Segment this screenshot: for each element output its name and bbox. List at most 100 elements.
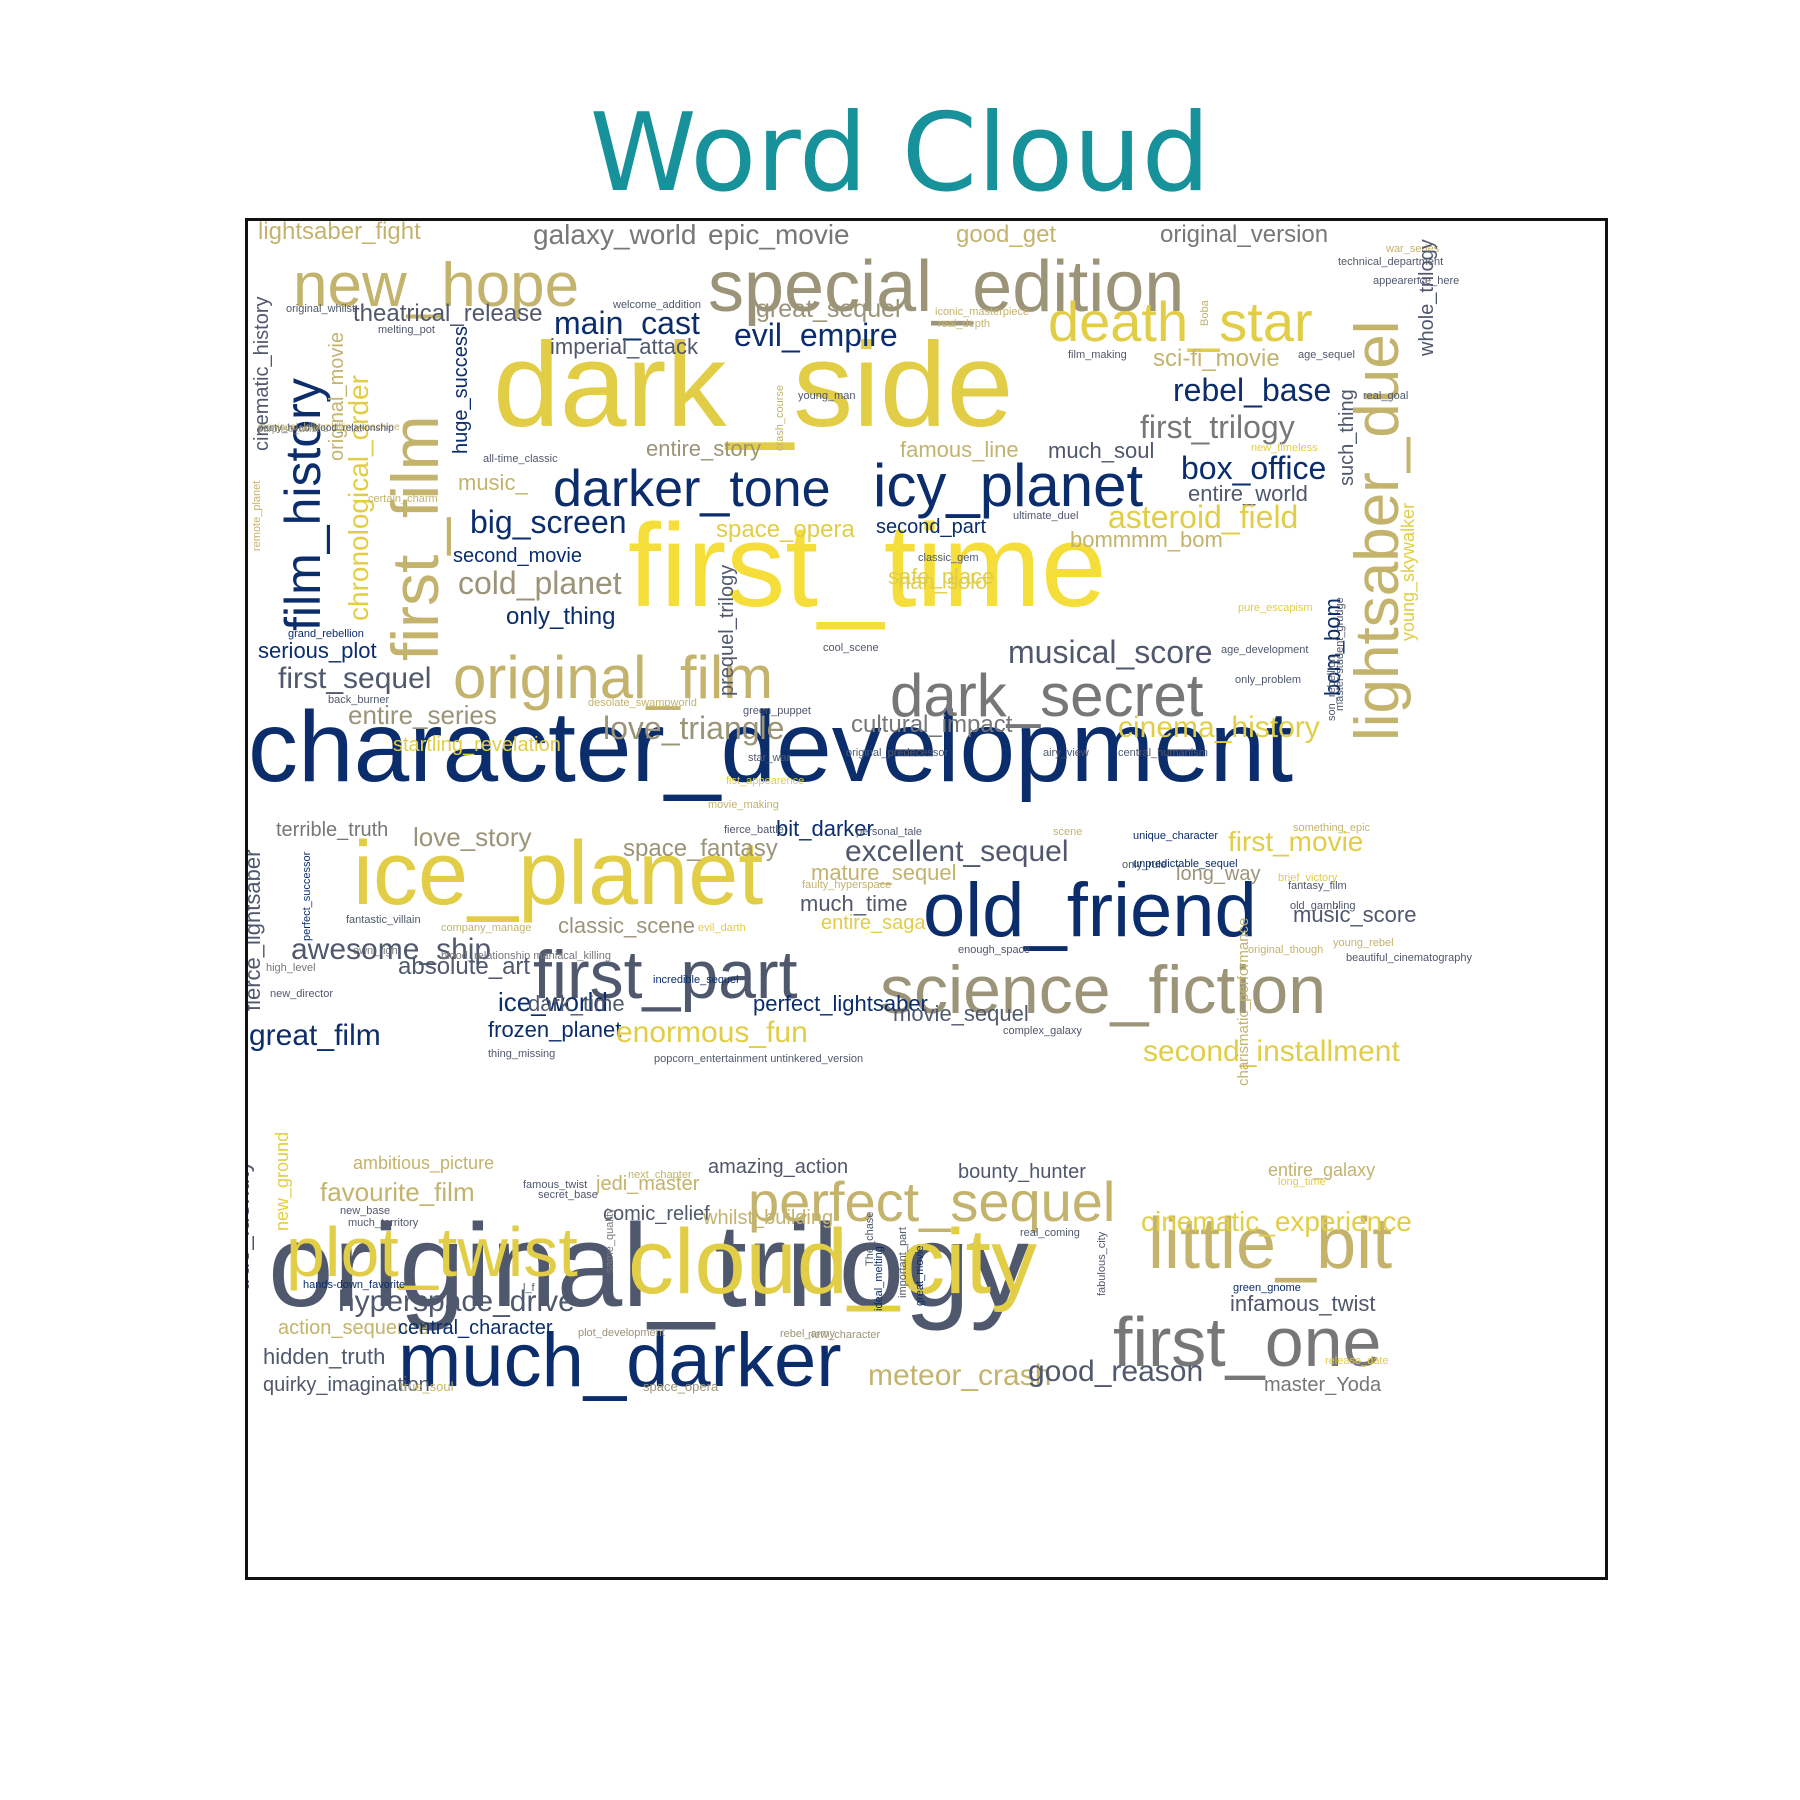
word-original-whilst: original_whilst (286, 303, 355, 315)
word-asteroid-field: asteroid_field (1108, 499, 1298, 535)
word-faulty-hyperspace: faulty_hyperspace (802, 879, 891, 891)
word-space-opera: space_opera (643, 1379, 719, 1394)
word-first-time: first_time (628, 500, 1107, 632)
word-remote-planet: remote_planet (251, 481, 263, 551)
word-grand-rebellion: grand_rebellion (288, 628, 364, 640)
word-old-gambling: old_gambling (1290, 900, 1355, 912)
word-original-film: original_film (453, 644, 773, 711)
word-central-character: central_character (398, 1317, 553, 1339)
word-han-solo: han_solo (898, 569, 987, 594)
word-plot-development: plot_development (578, 1327, 665, 1339)
word-enough-space: enough_space (958, 944, 1030, 956)
word-rebel-army: rebel_army (780, 1328, 836, 1340)
word-music-score: music_score (1293, 902, 1416, 927)
word-boba: Boba (1199, 299, 1211, 326)
word-bommmm-bom: bommmm_bom (1070, 527, 1223, 552)
word-favourite-film: favourite_film (320, 1177, 475, 1207)
word-such-thing: such_thing (1336, 389, 1358, 486)
word-cold-planet: cold_planet (458, 565, 622, 601)
word-mature-sequel: mature_sequel (811, 860, 957, 885)
word-excellent-sequel: excellent_sequel (845, 835, 1069, 868)
word-fantasy-film: fantasy_film (1288, 880, 1347, 892)
word-theatrical-release: theatrical_release (353, 300, 542, 327)
word-back-burner: back_burner (328, 694, 389, 706)
word-iconic-masterpiece: iconic_masterpiece (935, 306, 1029, 318)
word-fantastic-villain: fantastic_villain (346, 914, 421, 926)
word-science-fiction: science_fiction (880, 952, 1326, 1028)
word-evil-darth: evil_darth (698, 922, 746, 934)
word-new-character: new_character (808, 1329, 880, 1341)
word-company-manage: company_manage (441, 922, 532, 934)
word-bit-darker: bit_darker (776, 816, 874, 841)
word-quirky-imagination: quirky_imagination (263, 1374, 430, 1396)
word-space-opera: space_opera (716, 516, 855, 543)
word-first-trilogy: first_trilogy (1140, 409, 1295, 445)
word-hyperspace-drive: hyperspace_drive (338, 1285, 575, 1318)
word-music-: music_ (458, 470, 528, 495)
word-safe-place: safe_place (888, 564, 994, 589)
word-unpredictable-sequel: unpredictable_sequel (1133, 858, 1238, 870)
word-green-gnome: green_gnome (1233, 1282, 1301, 1294)
word-young-rebel: young_rebel (1333, 937, 1394, 949)
word-serious-plot: serious_plot (258, 638, 377, 663)
word-hidden-truth: hidden_truth (263, 1344, 385, 1369)
word-dark-secret: dark_secret (890, 662, 1204, 729)
word-cinematic-history: cinematic_history (251, 296, 273, 451)
word-ideal-melting: ideal_melting (873, 1246, 885, 1311)
word-much-time: much_time (800, 891, 908, 916)
word-imperial-attack: imperial_attack (550, 334, 699, 359)
word-chronological-order: chronological_order (343, 375, 374, 621)
word-amazing-action: amazing_action (708, 1156, 848, 1178)
word-age-sequel: age_sequel (1298, 349, 1355, 361)
word-cloud-city: cloud_city (628, 1211, 1037, 1313)
word-release-date: release_date (1325, 1355, 1389, 1367)
word-evil-empire: evil_empire (734, 317, 898, 353)
word-galaxy-world: galaxy_world (533, 221, 696, 250)
word-terrible-truth: terrible_truth (276, 819, 388, 841)
word-original-movie: original_movie (326, 332, 348, 461)
word-technical-department: technical_department (1338, 256, 1443, 268)
word-young-man: young_man (798, 390, 856, 402)
word-same-quality: same_quality (604, 1208, 616, 1273)
word-whole-trilogy: whole_trilogy (1416, 239, 1438, 357)
word-famous-line: famous_line (900, 437, 1019, 462)
word-darker-tone: darker_tone (553, 460, 831, 518)
word-new-ground: new_ground (272, 1132, 293, 1231)
word-unique-character: unique_character (1133, 830, 1218, 842)
word-meteor-crash: meteor_crash (868, 1359, 1051, 1392)
word-entire-story: entire_story (646, 436, 761, 461)
word-special-edition: special_edition (708, 247, 1184, 327)
word-ultimate-duel: ultimate_duel (1013, 510, 1078, 522)
word-much-territory: much_territory (348, 1217, 419, 1229)
word-pasty-head-blood-relationship: pasty_head blood_relationship (258, 423, 394, 434)
word-own-right: own_right (353, 945, 401, 957)
word-jedi-master: jedi_master (595, 1173, 700, 1195)
word-main-cast: main_cast (554, 305, 700, 341)
word-something-epic: something_epic (1293, 822, 1371, 834)
word-cinema-history: cinema_history (1118, 711, 1320, 744)
word-box-office: box_office (1181, 450, 1326, 486)
word-cloud-frame: original_trilogy character_development fir… (245, 218, 1608, 1580)
word-love-triangle: love_triangle (603, 710, 784, 746)
word-secret-base: secret_base (538, 1189, 598, 1201)
word-true-identity: true_identity (248, 1160, 255, 1291)
word-original-predecessor: original_predecessor (846, 747, 948, 759)
word-comic-relief: comic_relief (603, 1203, 710, 1225)
word-surprise-twist: surprise_twist (258, 424, 319, 435)
word-war-series: war_series (1385, 243, 1440, 255)
word-startling-revelation: startling_revelation (393, 734, 561, 756)
word-second-part: second_part (876, 516, 987, 538)
word-first-movie: first_movie (1228, 826, 1363, 857)
word-entire-series: entire_series (348, 700, 497, 730)
word-charismatic-performance: charismatic_performance (1235, 918, 1252, 1086)
word-only-problem: only_problem (1235, 674, 1301, 686)
word-bom-bom: bom_bom (1320, 598, 1345, 696)
word-awesome-ship: awesome_ship (291, 933, 491, 966)
word-ice-world: ice_world (498, 987, 608, 1017)
word-l-f: l_f (523, 1282, 536, 1294)
word-movie-making: movie_making (708, 799, 779, 811)
word-only-thing: only_thing (506, 603, 615, 630)
word-beautiful-cinematography: beautiful_cinematography (1346, 952, 1472, 964)
word-character-development: character_development (248, 691, 1293, 803)
word-desolate-swampworld: desolate_swampworld (588, 697, 697, 709)
